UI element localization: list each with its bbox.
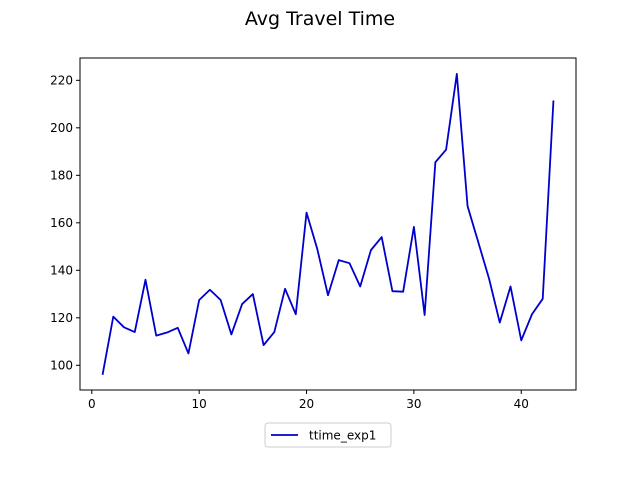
series-line-ttime-exp1 bbox=[101, 73, 555, 375]
y-axis: 100 120 140 160 180 200 220 bbox=[50, 73, 80, 372]
y-tick-label: 140 bbox=[50, 263, 73, 277]
x-tick-label: 40 bbox=[514, 397, 529, 411]
plot-area bbox=[101, 73, 555, 375]
legend-box bbox=[264, 422, 392, 448]
y-tick-label: 120 bbox=[50, 311, 73, 325]
x-tick-label: 20 bbox=[299, 397, 314, 411]
x-tick-label: 10 bbox=[192, 397, 207, 411]
axes-frame bbox=[79, 57, 577, 391]
chart-title: Avg Travel Time bbox=[245, 8, 395, 30]
legend-entry-ttime-exp1: ttime_exp1 bbox=[309, 429, 376, 443]
x-tick-label: 30 bbox=[406, 397, 421, 411]
y-tick-label: 220 bbox=[50, 73, 73, 87]
y-tick-label: 180 bbox=[50, 168, 73, 182]
y-tick-label: 100 bbox=[50, 358, 73, 372]
y-tick-label: 200 bbox=[50, 121, 73, 135]
x-axis: 0 10 20 30 40 bbox=[88, 390, 529, 411]
legend: ttime_exp1 bbox=[264, 422, 392, 448]
x-tick-label: 0 bbox=[88, 397, 96, 411]
y-tick-label: 160 bbox=[50, 216, 73, 230]
